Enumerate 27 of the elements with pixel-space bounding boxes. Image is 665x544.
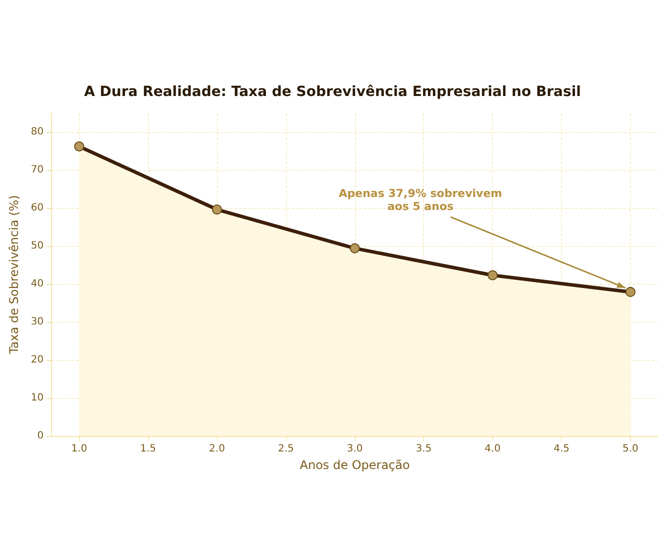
x-tick-label: 3.5 xyxy=(416,444,432,454)
x-tick-label: 2.0 xyxy=(209,444,225,454)
x-tick-label: 2.5 xyxy=(278,444,294,454)
y-tick-label: 40 xyxy=(30,278,44,290)
y-tick-label: 10 xyxy=(30,392,44,404)
x-tick-label: 5.0 xyxy=(622,444,638,454)
y-tick-label: 50 xyxy=(30,240,44,252)
point xyxy=(212,204,222,215)
x-axis-title: Anos de Operação xyxy=(300,458,410,472)
point xyxy=(488,270,498,280)
y-tick-label: 20 xyxy=(30,354,44,366)
x-tick-label: 4.5 xyxy=(554,444,570,454)
y-tick-label: 60 xyxy=(30,202,44,214)
y-axis-title: Taxa de Sobrevivência (%) xyxy=(7,195,21,355)
y-tick-label: 80 xyxy=(30,126,44,138)
point xyxy=(74,141,84,152)
x-tick-label: 3.0 xyxy=(346,444,363,454)
y-tick-label: 70 xyxy=(30,164,44,176)
y-tick-label: 30 xyxy=(30,316,44,328)
x-tick-label: 4.0 xyxy=(484,444,501,454)
point xyxy=(350,243,360,254)
point xyxy=(625,286,636,297)
chart-title: A Dura Realidade: Taxa de Sobrevivência Empresarial no Brasil xyxy=(84,84,581,100)
y-tick-label: 0 xyxy=(37,430,44,442)
annotation: Apenas 37,9% sobrevivem aos 5 anos xyxy=(338,186,502,213)
x-tick-label: 1.0 xyxy=(71,444,88,454)
x-tick-label: 1.5 xyxy=(140,444,156,454)
